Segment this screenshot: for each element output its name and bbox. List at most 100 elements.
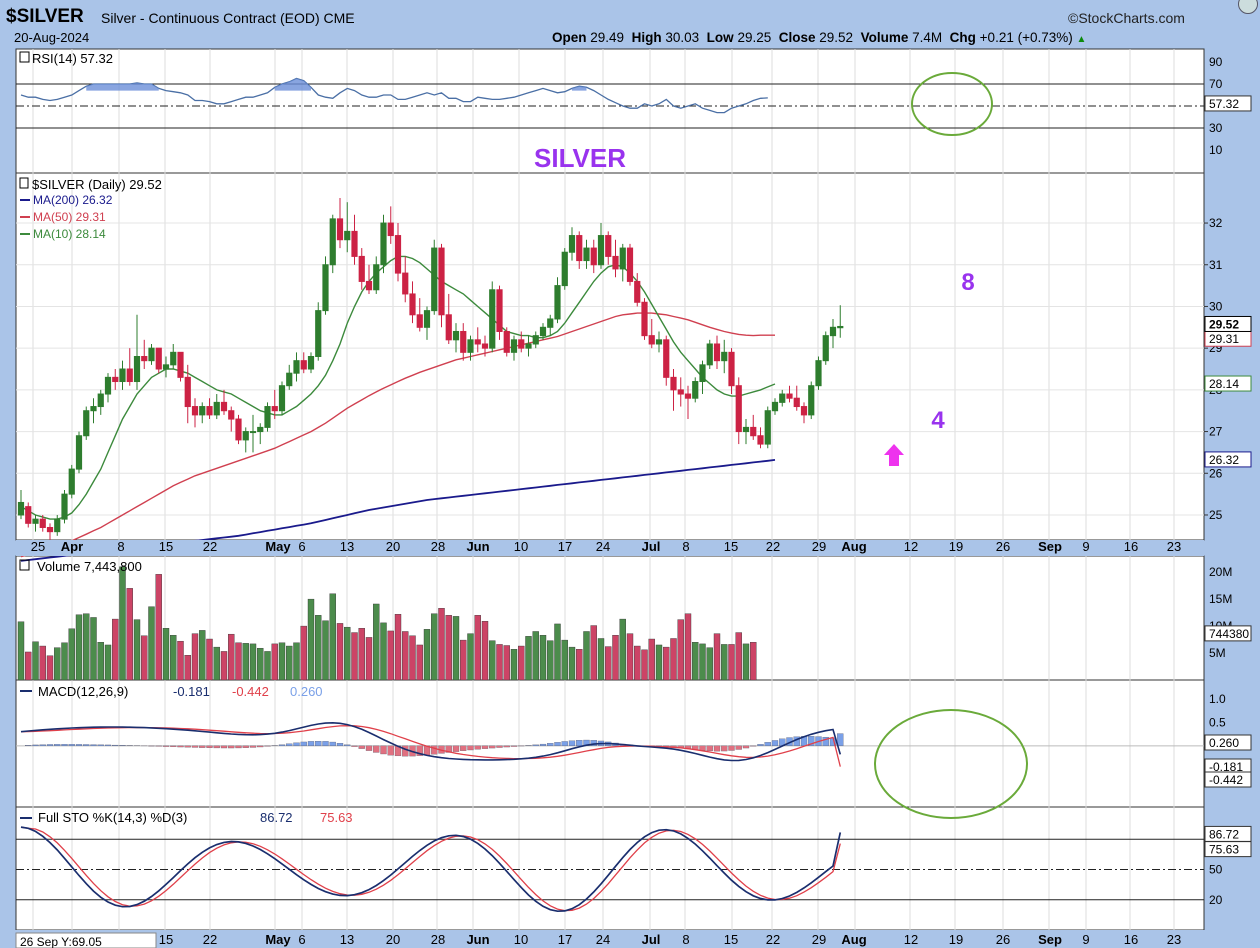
volume-bar	[721, 644, 728, 681]
candle-body	[54, 518, 61, 533]
candle-body	[547, 318, 554, 328]
candle-body	[786, 393, 793, 399]
candle-body	[641, 301, 648, 337]
candle-body	[119, 368, 126, 383]
low-value: 29.25	[737, 30, 772, 45]
high-value: 30.03	[665, 30, 700, 45]
symbol-title: $SILVER	[6, 6, 84, 27]
candle-body	[228, 410, 235, 420]
candle-body	[97, 393, 104, 408]
candle-body	[17, 501, 25, 516]
candle-body	[438, 247, 445, 316]
macd-histogram-bar	[199, 745, 206, 748]
wave-4-label: 4	[931, 407, 945, 434]
macd-histogram-bar	[307, 741, 315, 747]
candle-body	[155, 347, 162, 370]
last-close-tag: 29.52	[1209, 317, 1239, 331]
candle-body	[481, 343, 489, 349]
macd-histogram-bar	[387, 745, 394, 756]
candle-body	[184, 376, 191, 408]
price-tick-label: 27	[1209, 425, 1223, 439]
x-axis-label: 8	[682, 539, 689, 554]
candle-body	[162, 364, 170, 370]
exchange-text: CME	[323, 10, 355, 26]
candle-body	[619, 247, 626, 270]
macd-histogram-bar	[344, 744, 351, 747]
volume-bar	[416, 644, 423, 681]
volume-bar	[148, 606, 155, 681]
candle-body	[808, 385, 815, 416]
candle-body	[706, 343, 713, 366]
signal-value: -0.442	[232, 684, 269, 699]
x-axis-label: 8	[117, 539, 124, 554]
x-axis-label: 26	[996, 539, 1010, 554]
volume-bar	[213, 646, 220, 681]
macd-histogram-bar	[547, 743, 554, 747]
macd-histogram-bar	[576, 740, 583, 747]
x-axis-label: Jun	[466, 539, 489, 554]
sto-d-tag: 75.63	[1209, 843, 1239, 857]
macd-histogram-bar	[568, 740, 576, 747]
macd-histogram-bar	[39, 744, 46, 747]
macd-histogram-bar	[706, 745, 713, 752]
candle-body	[518, 339, 525, 349]
volume-bar	[431, 613, 438, 681]
candle-body	[242, 431, 249, 441]
rsi-last-tag-box	[1204, 95, 1252, 112]
volume-bar	[394, 614, 402, 681]
x-axis-label: Aug	[841, 539, 866, 554]
bottom-axis-label: 20	[386, 932, 400, 947]
x-axis-label: 25	[31, 539, 45, 554]
candle-body	[670, 376, 677, 391]
volume-bar	[322, 620, 329, 681]
macd-histogram-bar	[365, 745, 373, 751]
candle-body	[757, 435, 764, 445]
volume-bar	[264, 651, 271, 681]
bottom-axis-label: 19	[949, 932, 963, 947]
volume-bar	[438, 608, 445, 681]
volume-tick-label: 5M	[1209, 646, 1226, 660]
volume-bar	[532, 631, 539, 681]
candle-body	[771, 401, 779, 412]
volume-last-tag-box	[1204, 625, 1252, 642]
window-corner-button[interactable]	[1238, 0, 1258, 14]
rsi-tick-label: 90	[1209, 55, 1223, 69]
x-axis-label: Sep	[1038, 539, 1062, 554]
crosshair-readout: 26 Sep Y:69.05	[20, 935, 102, 948]
volume-bar	[576, 649, 583, 681]
candle-body	[612, 255, 619, 270]
stockcharts-logo[interactable]: ©StockCharts.com	[1068, 10, 1185, 26]
x-axis-label: 15	[724, 539, 738, 554]
candle-body	[293, 360, 300, 374]
macd-histogram-bar	[286, 743, 293, 747]
macd-histogram-bar	[170, 745, 177, 747]
bottom-axis-label: 26	[996, 932, 1010, 947]
candle-body	[525, 343, 532, 349]
candle-body	[177, 351, 184, 378]
rsi-overbought-fill	[274, 78, 311, 91]
candle-body	[764, 410, 771, 445]
macd-histogram-bar	[278, 744, 286, 747]
macd-histogram-bar	[510, 745, 518, 747]
price-panel-bg	[15, 172, 1205, 541]
candle-body	[90, 406, 97, 412]
volume-bar	[199, 630, 206, 681]
price-tick-label: 30	[1209, 299, 1223, 313]
bottom-axis-label: 22	[203, 932, 217, 947]
volume-bar	[554, 623, 561, 681]
macd-histogram-bar	[771, 740, 779, 747]
volume-bar	[257, 647, 264, 681]
volume-bar	[612, 635, 619, 681]
sto-panel-bg	[15, 806, 1205, 931]
bottom-axis-band	[0, 930, 1260, 948]
bottom-axis-label: 8	[682, 932, 689, 947]
candle-body	[235, 418, 242, 441]
candle-body	[692, 381, 699, 399]
x-axis-label: 9	[1082, 539, 1089, 554]
volume-bar	[409, 635, 416, 681]
volume-bar	[315, 615, 322, 681]
macd-histogram-bar	[757, 744, 764, 747]
volume-legend: Volume 7,443,800	[37, 559, 142, 574]
candle-body	[583, 247, 590, 262]
